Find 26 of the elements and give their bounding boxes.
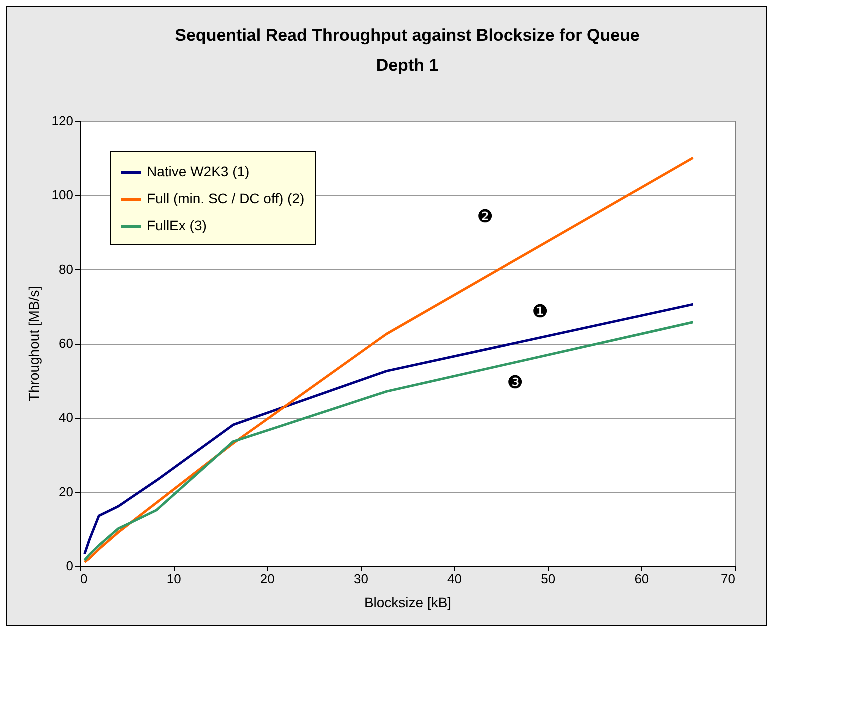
annotation: ❸ xyxy=(507,372,524,393)
y-tick-label: 120 xyxy=(52,114,74,128)
y-axis-title: Throughout [MB/s] xyxy=(26,286,42,402)
x-tick-label: 20 xyxy=(260,572,275,586)
legend-label: Full (min. SC / DC off) (2) xyxy=(147,190,305,206)
line-series xyxy=(84,156,694,564)
y-tick-label: 80 xyxy=(59,262,74,277)
y-tick-label: 60 xyxy=(59,336,74,351)
text: Depth 1 xyxy=(376,56,439,75)
y-tick-label: 20 xyxy=(59,484,74,500)
y-tick-label: 40 xyxy=(59,410,74,426)
legend-label: Native W2K3 (1) xyxy=(147,164,250,180)
x-tick-label: 70 xyxy=(721,572,736,586)
y-tick-label: 0 xyxy=(66,558,74,574)
x-tick-label: 30 xyxy=(354,572,368,586)
annotation: ❶ xyxy=(532,302,548,322)
x-axis-title: Blocksize [kB] xyxy=(364,594,452,610)
legend-label: FullEx (3) xyxy=(147,218,207,234)
text: Sequential Read Throughput against Blocksize for Queue xyxy=(175,26,640,45)
y-tick-label: 100 xyxy=(52,188,74,203)
x-tick-label: 40 xyxy=(448,572,462,586)
x-tick-label: 50 xyxy=(541,572,556,586)
x-tick-label: 10 xyxy=(166,572,182,586)
x-tick-label: 60 xyxy=(634,572,650,586)
annotation: ❷ xyxy=(477,206,494,226)
x-tick-label: 0 xyxy=(80,572,88,586)
